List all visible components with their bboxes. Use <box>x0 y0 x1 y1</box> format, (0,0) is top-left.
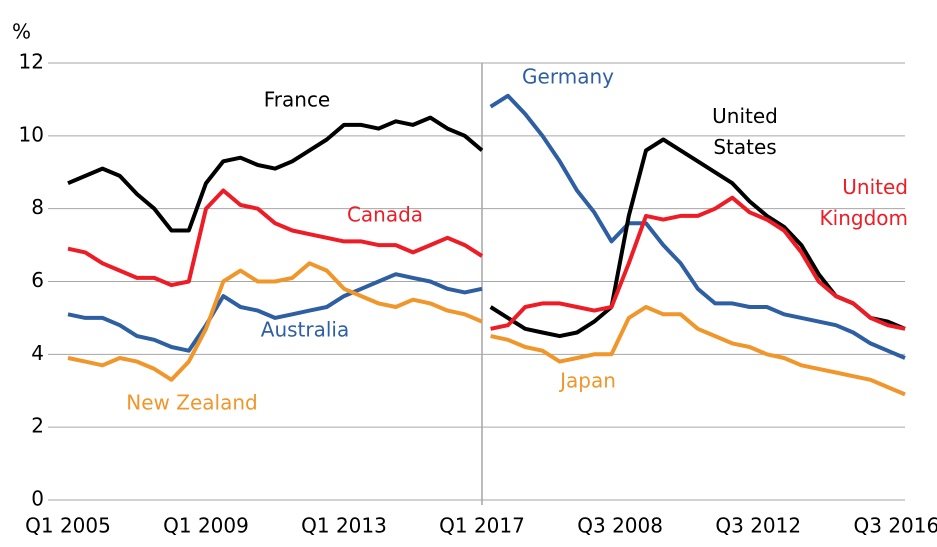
series-line <box>490 195 906 331</box>
series-line <box>67 115 484 233</box>
y-tick-label: 10 <box>19 122 44 146</box>
series-line <box>489 137 906 339</box>
series-label: France <box>264 88 331 112</box>
series-line <box>490 305 906 397</box>
y-tick-label: 12 <box>19 50 44 74</box>
y-tick-label: 8 <box>31 195 44 219</box>
x-tick-label: Q1 2005 <box>25 514 111 538</box>
series-label: United Kingdom <box>820 175 908 230</box>
x-tick-label: Q3 2016 <box>854 514 937 538</box>
series-label: Australia <box>261 318 349 342</box>
x-tick-label: Q1 2009 <box>163 514 249 538</box>
x-tick-label: Q1 2017 <box>439 514 525 538</box>
y-axis-label: % <box>12 20 31 44</box>
series-line <box>67 188 484 288</box>
x-tick-label: Q1 2013 <box>301 514 387 538</box>
x-tick-label: Q3 2012 <box>715 514 801 538</box>
series-label: Germany <box>522 65 614 89</box>
series-label: Japan <box>558 369 616 393</box>
series-label: New Zealand <box>126 391 257 415</box>
x-tick-label: Q3 2008 <box>577 514 663 538</box>
y-tick-label: 4 <box>31 341 44 365</box>
series-label: United States <box>712 104 778 159</box>
series-label: Canada <box>347 203 423 227</box>
y-tick-label: 0 <box>31 487 44 511</box>
series-line <box>67 272 483 353</box>
y-tick-label: 2 <box>31 414 44 438</box>
series-line <box>67 261 483 382</box>
series-line <box>489 93 906 360</box>
y-tick-label: 6 <box>31 268 44 292</box>
